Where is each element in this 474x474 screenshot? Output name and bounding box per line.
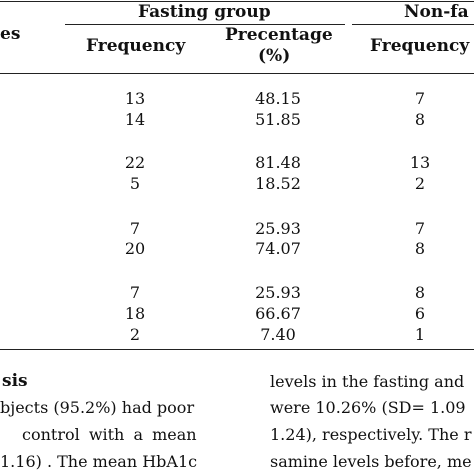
col-percentage-header-line1: Precentage xyxy=(225,25,333,45)
table-bottom-rule xyxy=(0,349,474,350)
cell-frequency: 20 xyxy=(124,239,146,258)
cell-frequency-nf: 8 xyxy=(414,110,426,129)
cell-frequency-nf: 7 xyxy=(414,89,426,108)
cell-frequency-nf: 2 xyxy=(414,174,426,193)
cell-frequency-nf: 8 xyxy=(414,283,426,302)
cell-frequency: 7 xyxy=(129,219,141,238)
cell-frequency: 14 xyxy=(124,110,146,129)
col-frequency-nf-header: Frequency xyxy=(370,36,470,56)
header-bottom-rule xyxy=(0,73,474,74)
cell-percentage: 66.67 xyxy=(255,304,301,323)
cell-frequency: 13 xyxy=(124,89,146,108)
cell-percentage: 7.40 xyxy=(260,325,296,344)
cell-frequency: 7 xyxy=(129,283,141,302)
paragraph-left-line: control with a mean xyxy=(22,425,197,444)
cell-percentage: 25.93 xyxy=(255,219,301,238)
paragraph-right-line: levels in the fasting and xyxy=(270,372,465,391)
cell-frequency-nf: 6 xyxy=(414,304,426,323)
table-top-rule xyxy=(0,1,474,2)
non-fasting-group-underline xyxy=(352,24,474,25)
paragraph-right-line: 1.24), respectively. The r xyxy=(270,425,472,444)
cell-frequency: 2 xyxy=(129,325,141,344)
paragraph-right-line: samine levels before, me xyxy=(270,452,472,471)
cell-percentage: 51.85 xyxy=(255,110,301,129)
cell-percentage: 48.15 xyxy=(255,89,301,108)
paragraph-left-line: bjects (95.2%) had poor xyxy=(0,398,195,417)
cell-percentage: 25.93 xyxy=(255,283,301,302)
cell-frequency: 5 xyxy=(129,174,141,193)
paragraph-right-line: were 10.26% (SD= 1.09 xyxy=(270,398,466,417)
cell-frequency-nf: 7 xyxy=(414,219,426,238)
cell-frequency: 18 xyxy=(124,304,146,323)
fasting-group-underline xyxy=(65,24,345,25)
col-frequency-header: Frequency xyxy=(86,36,186,56)
paragraph-left-line: 1.16) . The mean HbA1c xyxy=(0,452,198,471)
cell-frequency-nf: 1 xyxy=(414,325,426,344)
cell-frequency-nf: 13 xyxy=(409,153,431,172)
row-header-label: es xyxy=(0,24,21,44)
section-heading: sis xyxy=(2,371,28,391)
cell-percentage: 81.48 xyxy=(255,153,301,172)
non-fasting-group-header: Non-fa xyxy=(404,2,469,22)
cell-frequency: 22 xyxy=(124,153,146,172)
fasting-group-header: Fasting group xyxy=(138,2,271,22)
cell-percentage: 18.52 xyxy=(255,174,301,193)
cell-frequency-nf: 8 xyxy=(414,239,426,258)
cell-percentage: 74.07 xyxy=(255,239,301,258)
col-percentage-header-line2: (%) xyxy=(258,46,291,66)
